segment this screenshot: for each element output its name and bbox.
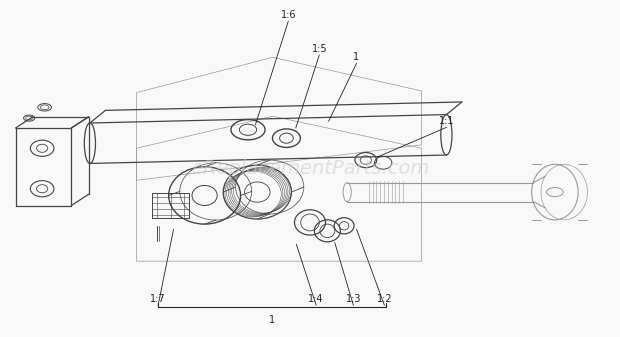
Text: 1:4: 1:4 — [309, 294, 324, 304]
Text: 1:2: 1:2 — [376, 294, 392, 304]
Text: 1:1: 1:1 — [439, 116, 454, 126]
Text: 1:7: 1:7 — [150, 294, 166, 304]
Text: 1:3: 1:3 — [346, 294, 361, 304]
Text: 1:5: 1:5 — [311, 44, 327, 54]
Text: 1: 1 — [353, 52, 360, 62]
Text: eReplacementParts.com: eReplacementParts.com — [191, 159, 429, 178]
Text: 1:6: 1:6 — [280, 10, 296, 20]
Text: 1: 1 — [268, 315, 275, 325]
